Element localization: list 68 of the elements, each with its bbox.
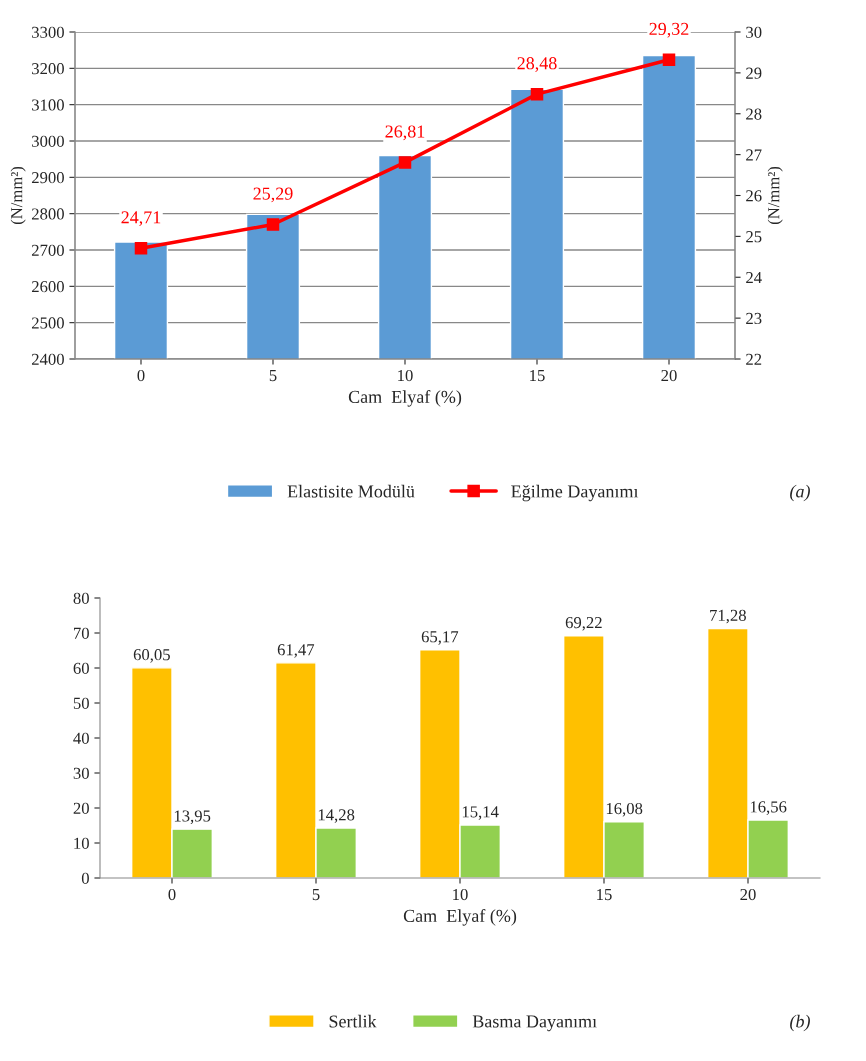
y-tick-label: 3200 <box>32 63 64 75</box>
y-tick-label: 70 <box>74 627 89 639</box>
y-tick-label: 10 <box>74 837 89 849</box>
x-tick-label: 20 <box>661 369 677 382</box>
data-label: 60,05 <box>133 649 170 663</box>
y-tick-label: 2400 <box>31 353 64 365</box>
y2-tick-label: 23 <box>746 312 762 325</box>
y-tick-label: 30 <box>73 767 89 779</box>
text: (a) <box>790 484 810 502</box>
x-tick-label: 5 <box>269 370 277 382</box>
data-label: 16,08 <box>606 802 643 817</box>
y-tick-label: 40 <box>73 732 89 744</box>
y-tick-label: 2800 <box>31 208 64 220</box>
data-label: 69,22 <box>565 616 602 631</box>
x-tick-label: 15 <box>597 888 612 901</box>
y2-tick-label: 22 <box>746 353 762 365</box>
x-tick-label: 10 <box>453 888 468 901</box>
y-tick-label: 20 <box>73 802 89 814</box>
y-tick-label: 2900 <box>31 172 64 184</box>
point <box>266 218 280 231</box>
x-tick-label: 10 <box>398 369 413 382</box>
legend-label: Basma Dayanımı <box>472 1015 597 1032</box>
data-label: 28,48 <box>517 57 557 72</box>
y2-tick-label: 26 <box>746 190 762 202</box>
y2-tick-label: 27 <box>746 149 762 161</box>
y-tick-label: 2500 <box>31 317 64 329</box>
y-tick-label: 3300 <box>32 26 64 38</box>
point <box>662 53 676 67</box>
y2-tick-label: 24 <box>746 272 762 284</box>
x-axis-title: Cam Elyaf (%) <box>403 909 517 926</box>
x-axis-title: Cam Elyaf (%) <box>348 390 462 407</box>
y2-tick-label: 30 <box>746 26 762 38</box>
y-tick-label: 60 <box>73 662 89 674</box>
data-label: 71,28 <box>710 609 746 624</box>
y-tick-label: 3000 <box>32 135 64 147</box>
y-tick-label: 2700 <box>31 244 64 256</box>
x-tick-label: 0 <box>137 369 145 382</box>
data-label: 29,32 <box>649 22 689 38</box>
x-tick-label: 5 <box>312 889 320 901</box>
y-tick-label: 50 <box>73 697 89 709</box>
y-tick-label: 2600 <box>31 281 64 293</box>
data-label: 26,81 <box>385 125 425 141</box>
y2-axis-title: (N/mm²) <box>767 166 783 225</box>
data-label: 61,47 <box>277 644 315 658</box>
point <box>398 156 412 169</box>
y2-tick-label: 29 <box>746 67 762 79</box>
y2-tick-label: 25 <box>746 231 762 243</box>
data-label: 25,29 <box>253 187 293 203</box>
y-tick-label: 3100 <box>32 99 64 111</box>
point <box>134 241 148 255</box>
point <box>530 87 544 101</box>
y-tick-label: 0 <box>81 872 89 884</box>
data-label: 14,28 <box>318 809 355 823</box>
text: (b) <box>790 1014 810 1032</box>
y-tick-label: 80 <box>73 592 89 604</box>
data-label: 16,56 <box>750 801 787 815</box>
y-axis-title: (N/mm²) <box>10 166 26 225</box>
legend-label: Eğilme Dayanımı <box>511 484 639 502</box>
legend-label: Sertlik <box>329 1014 377 1028</box>
data-label: 65,17 <box>421 631 459 645</box>
x-tick-label: 20 <box>740 888 756 901</box>
x-tick-label: 15 <box>530 369 545 382</box>
data-label: 15,14 <box>462 806 499 820</box>
y2-tick-label: 28 <box>746 108 762 120</box>
legend-label: Elastisite Modülü <box>287 484 415 498</box>
data-label: 13,95 <box>174 810 211 825</box>
x-tick-label: 0 <box>168 888 176 901</box>
data-label: 24,71 <box>121 211 161 226</box>
